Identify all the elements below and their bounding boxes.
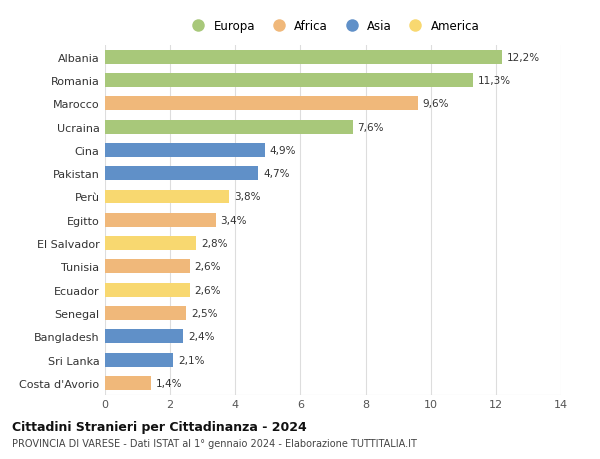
Text: 3,8%: 3,8% [233, 192, 260, 202]
Bar [105, 167, 258, 181]
Bar [105, 97, 418, 111]
Bar [105, 283, 190, 297]
Bar [105, 213, 216, 227]
Text: 2,1%: 2,1% [178, 355, 205, 365]
Text: 2,6%: 2,6% [194, 262, 221, 272]
Text: 7,6%: 7,6% [358, 122, 384, 132]
Text: 2,6%: 2,6% [194, 285, 221, 295]
Bar [105, 190, 229, 204]
Bar [105, 376, 151, 390]
Bar [105, 144, 265, 157]
Text: 11,3%: 11,3% [478, 76, 511, 86]
Bar [105, 353, 173, 367]
Text: 9,6%: 9,6% [422, 99, 449, 109]
Bar [105, 120, 353, 134]
Text: PROVINCIA DI VARESE - Dati ISTAT al 1° gennaio 2024 - Elaborazione TUTTITALIA.IT: PROVINCIA DI VARESE - Dati ISTAT al 1° g… [12, 438, 417, 448]
Text: 1,4%: 1,4% [155, 378, 182, 388]
Text: 12,2%: 12,2% [507, 52, 541, 62]
Bar [105, 260, 190, 274]
Text: Cittadini Stranieri per Cittadinanza - 2024: Cittadini Stranieri per Cittadinanza - 2… [12, 420, 307, 433]
Text: 2,4%: 2,4% [188, 331, 215, 341]
Text: 2,5%: 2,5% [191, 308, 218, 319]
Bar [105, 306, 187, 320]
Bar [105, 74, 473, 88]
Bar [105, 236, 196, 251]
Text: 4,7%: 4,7% [263, 169, 289, 179]
Legend: Europa, Africa, Asia, America: Europa, Africa, Asia, America [187, 20, 479, 33]
Bar [105, 50, 502, 65]
Text: 2,8%: 2,8% [201, 239, 227, 249]
Text: 3,4%: 3,4% [221, 215, 247, 225]
Bar [105, 330, 183, 344]
Text: 4,9%: 4,9% [269, 146, 296, 156]
